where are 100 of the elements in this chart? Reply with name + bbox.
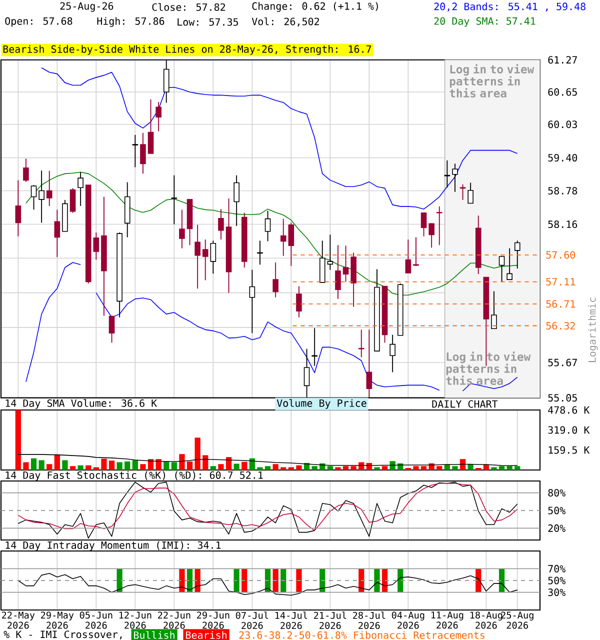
candlestick [194, 224, 200, 289]
bar [93, 467, 99, 470]
text: Vol: 26,502 [252, 17, 319, 27]
candlestick [327, 234, 334, 270]
y-tick-label: 80% [548, 489, 566, 497]
candlestick [179, 209, 185, 249]
bar [491, 467, 497, 470]
y-tick-label: 60.03 [548, 120, 577, 128]
text: Volume By Price [276, 399, 366, 409]
y-tick-label: 20% [548, 524, 566, 532]
bar [242, 462, 248, 470]
text: Open: 57.68 [5, 17, 72, 27]
bar [420, 466, 427, 470]
candlestick [171, 174, 178, 225]
chart-title: 14 Day Intraday Momentum (IMI): 34.1 [6, 541, 221, 551]
bar [327, 466, 333, 470]
x-tick-label: 14-Jul 2026 [275, 612, 308, 629]
candlestick [280, 218, 286, 256]
ref-line-label: 57.60 [546, 251, 576, 259]
bar [30, 458, 37, 470]
chart-title: 14 Day SMA Volume: 36.6 K [6, 399, 158, 409]
bar [124, 461, 130, 470]
bar [506, 466, 512, 470]
bar [54, 454, 60, 470]
candlestick [413, 236, 419, 266]
candlestick [249, 269, 256, 334]
bar [164, 461, 170, 470]
candlestick [390, 334, 396, 373]
candlestick [335, 244, 341, 300]
candlestick [436, 206, 442, 246]
bar [186, 461, 193, 470]
annotation: Log in to view patterns in this area [446, 352, 531, 385]
candlestick [366, 329, 372, 398]
bar [468, 464, 474, 470]
text: DAILY CHART [432, 400, 498, 408]
text: High: 57.86 [97, 17, 164, 27]
line-series [18, 573, 518, 596]
legend-title: % K - IMI Crossover, [4, 630, 122, 640]
bar [280, 467, 286, 470]
candlestick [156, 101, 162, 132]
text: Bearish [186, 631, 226, 639]
text: Bullish [134, 631, 174, 639]
x-tick-label: 22-Jun 2026 [158, 612, 190, 629]
bar [202, 455, 208, 470]
bar [272, 464, 278, 470]
bar [62, 460, 68, 470]
candlestick [498, 255, 505, 282]
bar [148, 459, 154, 470]
text: Bearish Side-by-Side White Lines on 28-May-26, Strength: 16.7 [3, 45, 372, 55]
y-tick-label: 58.78 [548, 186, 578, 195]
bar [210, 466, 216, 470]
x-tick-label: 21-Jul 2026 [314, 612, 346, 629]
bar [15, 410, 21, 470]
y-tick-label: 478.6 K [548, 406, 590, 414]
bar [70, 466, 76, 470]
bar [140, 464, 146, 470]
candlestick [148, 98, 154, 154]
text: 20 Day SMA: 57.41 [434, 17, 536, 27]
candlestick [23, 158, 29, 182]
x-tick-label: 28-Jul 2026 [353, 612, 386, 629]
candlestick [506, 248, 512, 280]
candlestick [272, 262, 278, 298]
y-tick-label: 159.5 K [548, 446, 590, 454]
y-tick-label: 50% [548, 576, 566, 584]
candlestick [312, 328, 318, 366]
bar [350, 466, 356, 470]
x-tick-label: 05-Jun 2026 [80, 612, 112, 629]
y-tick-label: 70% [548, 564, 566, 572]
bar [335, 467, 341, 470]
bar [452, 466, 458, 470]
line-series [26, 172, 518, 296]
bar [218, 464, 224, 470]
bar [132, 460, 138, 470]
y-tick-label: 319.0 K [548, 426, 590, 434]
candlestick [288, 222, 294, 266]
x-tick-label: 18-Aug 2026 [470, 612, 502, 629]
x-tick-label: 29-May 2026 [40, 612, 74, 629]
y-tick-label: 61.27 [548, 56, 577, 64]
candlestick [46, 170, 52, 206]
text: Close: 57.82 [152, 3, 225, 11]
y-tick-label: 50% [548, 506, 566, 514]
bar [257, 467, 263, 470]
bar [108, 460, 115, 470]
x-tick-label: 04-Aug 2026 [392, 612, 424, 629]
candlestick [140, 132, 146, 174]
bar [264, 466, 271, 470]
candlestick [405, 239, 412, 274]
candlestick [78, 172, 84, 206]
x-tick-label: 29-Jun 2026 [197, 612, 230, 629]
bar [296, 465, 302, 470]
bar [288, 467, 294, 470]
y-axis-title: Logarithmic [588, 298, 598, 362]
bar [78, 465, 84, 470]
x-tick-label: 25-Aug 2026 [501, 612, 534, 629]
candlestick [54, 209, 60, 258]
bar [436, 466, 442, 470]
candlestick [30, 184, 37, 210]
bar [342, 466, 349, 470]
candlestick [296, 286, 302, 318]
candlestick [70, 188, 76, 214]
